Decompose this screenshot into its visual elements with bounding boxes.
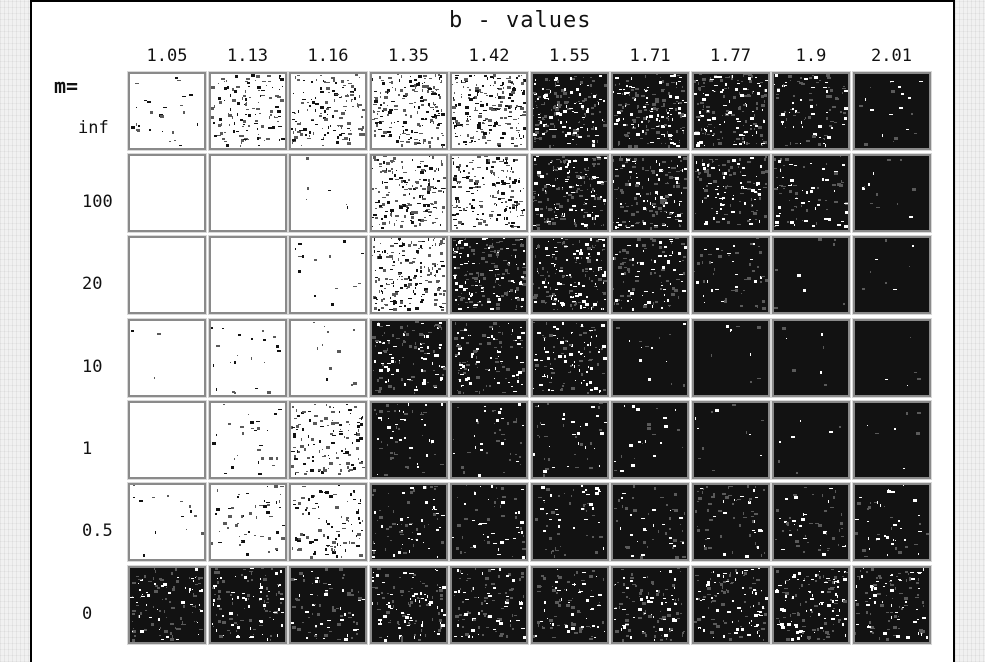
pattern-tile <box>449 71 529 151</box>
m-value-label: 1 <box>82 439 93 459</box>
pattern-tile <box>207 565 288 645</box>
pattern-tile <box>690 153 771 233</box>
pattern-tile <box>449 318 529 398</box>
pattern-tile <box>127 235 207 315</box>
pattern-tile <box>288 235 368 315</box>
pattern-tile <box>690 565 771 645</box>
b-value-label: 1.16 <box>307 46 349 66</box>
pattern-tile <box>127 153 207 233</box>
pattern-tile <box>127 565 207 645</box>
page-bleed-left <box>0 0 30 662</box>
pattern-tile <box>690 71 771 151</box>
pattern-tile <box>207 318 288 398</box>
m-value-label: 20 <box>82 274 103 294</box>
pattern-tile <box>127 318 207 398</box>
pattern-grid-figure: b - values m= 1.05 1.13 1.16 1.35 1.42 1.55 1.… <box>32 0 953 662</box>
m-value-label: 10 <box>82 357 103 377</box>
pattern-tile <box>368 71 449 151</box>
pattern-tile <box>449 235 529 315</box>
pattern-tile <box>851 565 932 645</box>
m-axis-header: m= <box>54 74 79 98</box>
pattern-tile <box>851 71 932 151</box>
pattern-tile <box>529 565 610 645</box>
b-value-label: 1.55 <box>549 46 590 66</box>
pattern-tile <box>127 71 207 151</box>
pattern-tile <box>851 318 932 398</box>
pattern-tile <box>288 153 368 233</box>
pattern-tile <box>771 565 851 645</box>
pattern-tile <box>288 71 368 151</box>
pattern-tile <box>771 318 851 398</box>
b-value-label: 1.05 <box>146 46 188 66</box>
pattern-tile <box>529 482 610 562</box>
m-value-label: 0.5 <box>82 521 113 541</box>
m-value-label: 0 <box>82 604 93 624</box>
pattern-tile <box>288 318 368 398</box>
pattern-tile <box>368 565 449 645</box>
b-value-label: 1.42 <box>468 46 510 66</box>
pattern-tile <box>127 400 207 480</box>
b-value-label: 1.35 <box>388 46 429 66</box>
pattern-tile <box>610 565 690 645</box>
pattern-tile <box>690 235 771 315</box>
pattern-tile <box>529 318 610 398</box>
pattern-tile <box>449 482 529 562</box>
pattern-tile <box>851 482 932 562</box>
pattern-tile <box>690 318 771 398</box>
pattern-tile <box>207 482 288 562</box>
pattern-tile <box>610 482 690 562</box>
pattern-tile <box>288 482 368 562</box>
pattern-tile <box>368 235 449 315</box>
pattern-tile <box>851 153 932 233</box>
b-value-label: 1.13 <box>227 46 268 66</box>
pattern-tile <box>771 153 851 233</box>
pattern-tile <box>610 400 690 480</box>
pattern-tile <box>207 71 288 151</box>
pattern-tile <box>690 482 771 562</box>
pattern-tile <box>771 235 851 315</box>
pattern-tile <box>771 400 851 480</box>
pattern-tile <box>529 71 610 151</box>
pattern-tile <box>529 153 610 233</box>
pattern-tile <box>610 71 690 151</box>
pattern-tile <box>368 153 449 233</box>
pattern-tile <box>368 482 449 562</box>
b-value-label: 1.9 <box>795 46 827 66</box>
pattern-tile <box>288 400 368 480</box>
figure-frame: b - values m= 1.05 1.13 1.16 1.35 1.42 1.55 1.… <box>30 0 955 662</box>
pattern-tile <box>610 153 690 233</box>
pattern-tile <box>610 318 690 398</box>
b-value-label: 1.71 <box>629 46 671 66</box>
pattern-tile <box>207 400 288 480</box>
pattern-tile <box>610 235 690 315</box>
pattern-tile <box>127 482 207 562</box>
pattern-tile <box>449 565 529 645</box>
pattern-tile <box>529 235 610 315</box>
b-value-label: 1.77 <box>710 46 751 66</box>
frame-top-border <box>32 0 953 2</box>
pattern-tile <box>207 153 288 233</box>
pattern-tile <box>449 400 529 480</box>
pattern-tile <box>771 71 851 151</box>
pattern-tile <box>449 153 529 233</box>
pattern-tile <box>207 235 288 315</box>
m-value-label: inf <box>78 118 109 138</box>
b-value-label: 2.01 <box>871 46 912 66</box>
pattern-tile <box>851 235 932 315</box>
pattern-tile <box>529 400 610 480</box>
pattern-tile <box>851 400 932 480</box>
m-value-label: 100 <box>82 192 113 212</box>
pattern-tile <box>771 482 851 562</box>
page-bleed-right <box>955 0 985 662</box>
pattern-tile <box>368 318 449 398</box>
pattern-tile <box>690 400 771 480</box>
figure-title: b - values <box>449 8 592 33</box>
pattern-tile <box>288 565 368 645</box>
pattern-tile <box>368 400 449 480</box>
